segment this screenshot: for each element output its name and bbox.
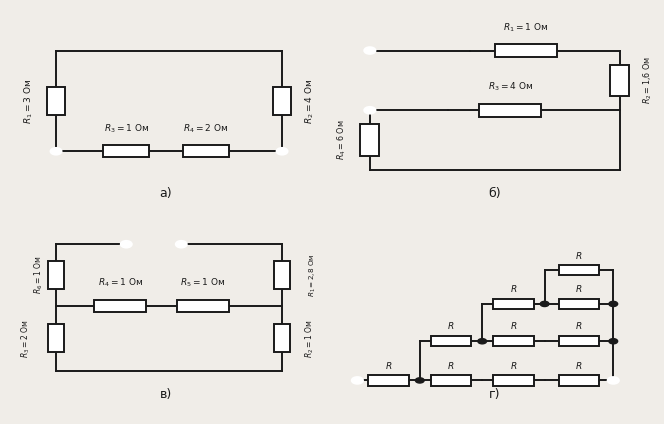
Bar — [48, 324, 64, 352]
Text: $R$: $R$ — [575, 360, 582, 371]
Bar — [104, 145, 149, 157]
Text: $R$: $R$ — [510, 283, 517, 294]
Text: $R_3=1$ Ом: $R_3=1$ Ом — [104, 123, 149, 135]
Text: а): а) — [159, 187, 173, 200]
Bar — [479, 104, 542, 117]
Bar — [183, 145, 228, 157]
Text: $R_4=6$ Ом: $R_4=6$ Ом — [335, 120, 348, 160]
Bar — [274, 261, 290, 289]
Bar — [558, 375, 599, 385]
Text: $R_1=2{,}8$ Ом: $R_1=2{,}8$ Ом — [307, 253, 317, 297]
Text: $R$: $R$ — [575, 321, 582, 332]
Circle shape — [609, 339, 618, 344]
Text: $R_2=4$ Ом: $R_2=4$ Ом — [303, 78, 316, 123]
Bar — [493, 336, 534, 346]
Bar — [94, 300, 146, 312]
Circle shape — [416, 378, 424, 383]
Bar — [493, 299, 534, 309]
Text: $R_4=2$ Ом: $R_4=2$ Ом — [183, 123, 228, 135]
Text: $R$: $R$ — [448, 321, 455, 332]
Text: $R$: $R$ — [448, 360, 455, 371]
Bar — [493, 375, 534, 385]
Bar — [369, 375, 409, 385]
Text: $R$: $R$ — [510, 321, 517, 332]
Bar — [495, 44, 557, 57]
Circle shape — [608, 377, 619, 384]
Circle shape — [176, 241, 187, 248]
Circle shape — [277, 148, 288, 155]
Circle shape — [365, 107, 375, 114]
Text: $R_5=1$ Ом: $R_5=1$ Ом — [180, 276, 225, 289]
Text: $R_4=1$ Ом: $R_4=1$ Ом — [98, 276, 143, 289]
Circle shape — [609, 301, 618, 307]
Bar — [361, 124, 379, 156]
Text: в): в) — [160, 388, 172, 401]
Circle shape — [365, 47, 375, 54]
Bar — [273, 87, 291, 115]
Text: $R_3=4$ Ом: $R_3=4$ Ом — [487, 81, 533, 93]
Bar — [558, 265, 599, 276]
Text: $R_1=1$ Ом: $R_1=1$ Ом — [503, 21, 548, 34]
Bar — [48, 261, 64, 289]
Bar — [558, 299, 599, 309]
Bar — [610, 64, 629, 96]
Text: $R_2=1{,}6$ Ом: $R_2=1{,}6$ Ом — [641, 56, 654, 104]
Bar — [177, 300, 228, 312]
Text: $R$: $R$ — [510, 360, 517, 371]
Circle shape — [352, 377, 363, 384]
Text: $R_6=1$ Ом: $R_6=1$ Ом — [33, 256, 46, 294]
Circle shape — [50, 148, 62, 155]
Text: $R$: $R$ — [575, 250, 582, 260]
Text: $R_3=2$ Ом: $R_3=2$ Ом — [19, 319, 32, 358]
Bar — [558, 336, 599, 346]
Text: б): б) — [488, 187, 501, 200]
Circle shape — [121, 241, 131, 248]
Bar — [431, 336, 471, 346]
Circle shape — [540, 301, 549, 307]
Bar — [47, 87, 65, 115]
Text: $R_1=3$ Ом: $R_1=3$ Ом — [23, 78, 35, 123]
Text: $R_2=1$ Ом: $R_2=1$ Ом — [303, 319, 316, 358]
Circle shape — [609, 378, 618, 383]
Text: $R$: $R$ — [575, 283, 582, 294]
Text: $R$: $R$ — [385, 360, 392, 371]
Text: г): г) — [489, 388, 501, 401]
Bar — [431, 375, 471, 385]
Circle shape — [478, 339, 487, 344]
Bar — [274, 324, 290, 352]
